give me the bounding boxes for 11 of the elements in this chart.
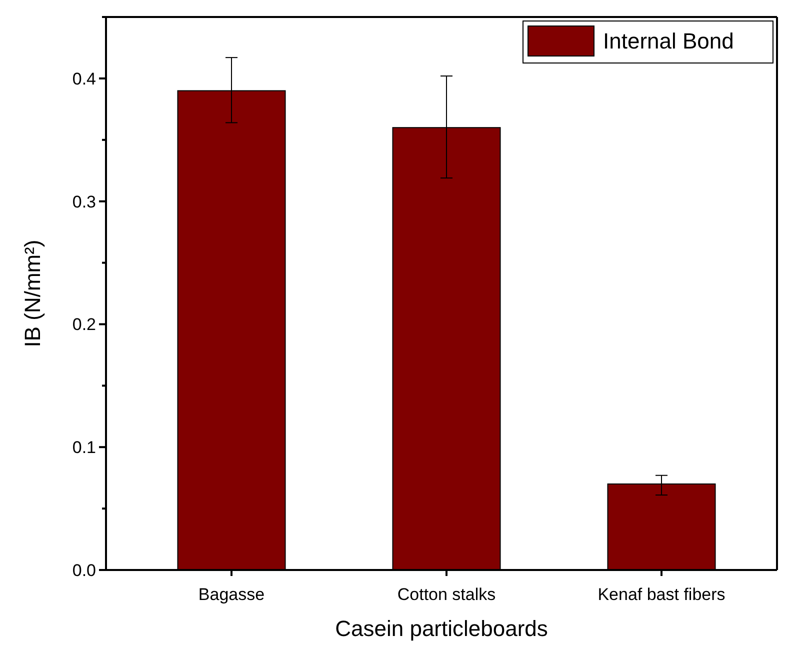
y-tick-label: 0.2 — [72, 315, 96, 334]
y-tick-label: 0.1 — [72, 438, 96, 458]
x-axis-title: Casein particleboards — [335, 616, 548, 641]
y-tick-label: 0.0 — [72, 560, 96, 580]
y-axis-title: IB (N/mm²) — [20, 240, 45, 348]
y-tick-label: 0.4 — [72, 69, 96, 88]
y-tick-label: 0.3 — [72, 192, 96, 212]
x-tick-label: Cotton stalks — [397, 585, 496, 604]
legend-label: Internal Bond — [603, 28, 734, 54]
x-tick-label: Kenaf bast fibers — [598, 585, 726, 604]
x-tick-label: Bagasse — [198, 585, 265, 604]
